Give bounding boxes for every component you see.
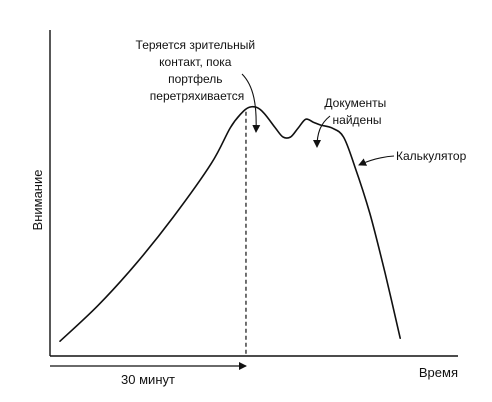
annotation-eye-contact-line-4: перетряхивается bbox=[150, 89, 244, 103]
annotation-eye-contact: Теряется зрительный контакт, пока портфе… bbox=[136, 38, 261, 133]
svg-text:Теряется зрительный конт: Теряется зрительный контакт, пока портфе… bbox=[136, 38, 259, 103]
x-axis-title: Время bbox=[419, 365, 458, 380]
annotation-eye-contact-line-2: контакт, пока bbox=[159, 55, 232, 69]
annotation-eye-contact-line-1: Теряется зрительный bbox=[136, 38, 256, 52]
annotation-documents-line-2: найдены bbox=[333, 113, 382, 127]
annotation-eye-contact-line-3: портфель bbox=[168, 72, 222, 86]
annotation-calculator-text: Калькулятор bbox=[396, 149, 467, 163]
svg-text:Документы найдены: Документы найдены bbox=[324, 96, 389, 127]
annotation-documents-found: Документы найдены bbox=[313, 96, 389, 148]
thirty-minute-label: 30 минут bbox=[121, 372, 175, 387]
annotation-documents-arrow bbox=[313, 115, 331, 148]
y-axis-title: Внимание bbox=[30, 170, 45, 231]
attention-line bbox=[59, 105, 401, 342]
annotation-calculator: Калькулятор bbox=[358, 149, 467, 166]
annotation-calculator-arrow bbox=[358, 155, 395, 166]
annotation-documents-line-1: Документы bbox=[324, 96, 386, 110]
annotation-eye-contact-arrow bbox=[241, 73, 261, 133]
